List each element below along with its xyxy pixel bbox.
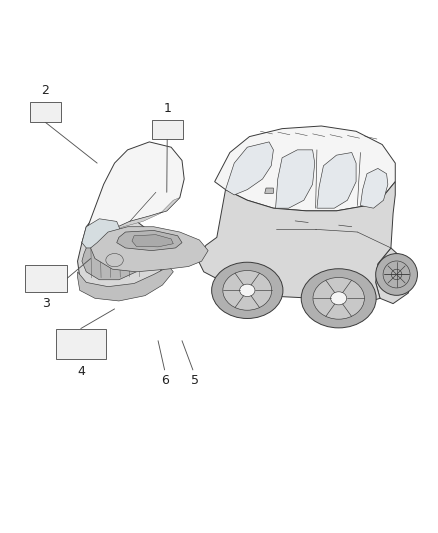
Ellipse shape bbox=[301, 269, 376, 328]
Polygon shape bbox=[91, 227, 208, 272]
Ellipse shape bbox=[212, 262, 283, 319]
Polygon shape bbox=[197, 182, 395, 304]
Polygon shape bbox=[91, 198, 180, 243]
Text: 2: 2 bbox=[42, 84, 49, 97]
Text: 5: 5 bbox=[191, 374, 199, 386]
Polygon shape bbox=[376, 248, 413, 304]
Ellipse shape bbox=[240, 284, 255, 296]
Text: 4: 4 bbox=[77, 365, 85, 377]
Polygon shape bbox=[265, 188, 273, 193]
Polygon shape bbox=[30, 102, 61, 122]
Text: 1: 1 bbox=[163, 102, 171, 115]
Polygon shape bbox=[152, 120, 183, 139]
Polygon shape bbox=[78, 211, 167, 298]
Polygon shape bbox=[317, 152, 356, 208]
Polygon shape bbox=[226, 142, 273, 195]
Ellipse shape bbox=[223, 271, 272, 310]
Ellipse shape bbox=[331, 292, 347, 305]
Polygon shape bbox=[360, 168, 388, 208]
Text: 6: 6 bbox=[161, 374, 169, 386]
Polygon shape bbox=[78, 266, 173, 301]
Polygon shape bbox=[56, 328, 106, 359]
Polygon shape bbox=[82, 219, 121, 248]
Polygon shape bbox=[132, 235, 173, 247]
Polygon shape bbox=[215, 126, 395, 211]
Polygon shape bbox=[25, 265, 67, 292]
Ellipse shape bbox=[376, 254, 417, 295]
Polygon shape bbox=[276, 150, 315, 208]
Polygon shape bbox=[117, 230, 182, 251]
Polygon shape bbox=[82, 229, 143, 280]
Polygon shape bbox=[82, 142, 184, 243]
Text: 3: 3 bbox=[42, 297, 50, 310]
Ellipse shape bbox=[313, 278, 364, 319]
